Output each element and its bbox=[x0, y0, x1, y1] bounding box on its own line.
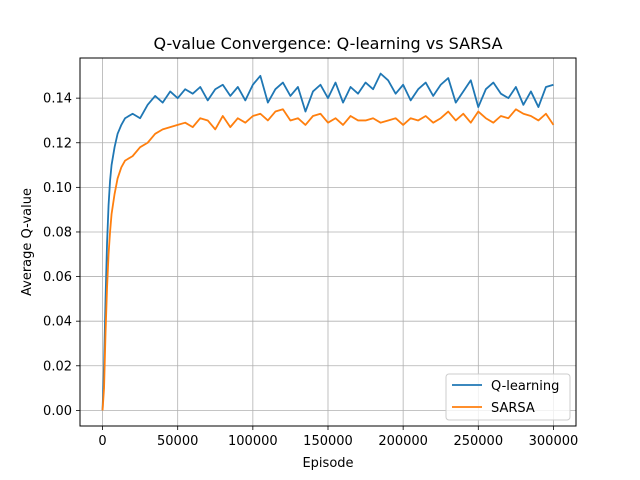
x-tick-label: 150000 bbox=[303, 434, 353, 449]
y-tick-label: 0.02 bbox=[43, 359, 72, 374]
x-tick-label: 0 bbox=[98, 434, 106, 449]
x-axis-label: Episode bbox=[302, 456, 353, 471]
legend: Q-learning SARSA bbox=[445, 373, 571, 421]
y-tick-label: 0.14 bbox=[43, 92, 72, 107]
y-axis-label: Average Q-value bbox=[20, 188, 35, 296]
x-tick-label: 250000 bbox=[453, 434, 503, 449]
legend-label-q-learning: Q-learning bbox=[491, 379, 559, 394]
x-tick-label: 50000 bbox=[157, 434, 198, 449]
x-axis-ticks: 0 50000 100000 150000 200000 250000 300000 bbox=[98, 426, 578, 449]
x-tick-label: 100000 bbox=[228, 434, 278, 449]
y-tick-label: 0.08 bbox=[43, 225, 72, 240]
x-tick-label: 300000 bbox=[529, 434, 579, 449]
y-tick-label: 0.06 bbox=[43, 270, 72, 285]
y-tick-label: 0.10 bbox=[43, 181, 72, 196]
y-tick-label: 0.04 bbox=[43, 315, 72, 330]
x-tick-label: 200000 bbox=[378, 434, 428, 449]
y-tick-label: 0.12 bbox=[43, 136, 72, 151]
series-line-q-learning bbox=[101, 72, 554, 411]
series-lines bbox=[101, 72, 555, 411]
legend-label-sarsa: SARSA bbox=[491, 401, 535, 416]
chart-title: Q-value Convergence: Q-learning vs SARSA bbox=[153, 34, 502, 53]
y-tick-label: 0.00 bbox=[43, 404, 72, 419]
series-line-sarsa bbox=[101, 108, 555, 411]
y-axis-ticks: 0.00 0.02 0.04 0.06 0.08 0.10 0.12 0.14 bbox=[43, 92, 80, 419]
